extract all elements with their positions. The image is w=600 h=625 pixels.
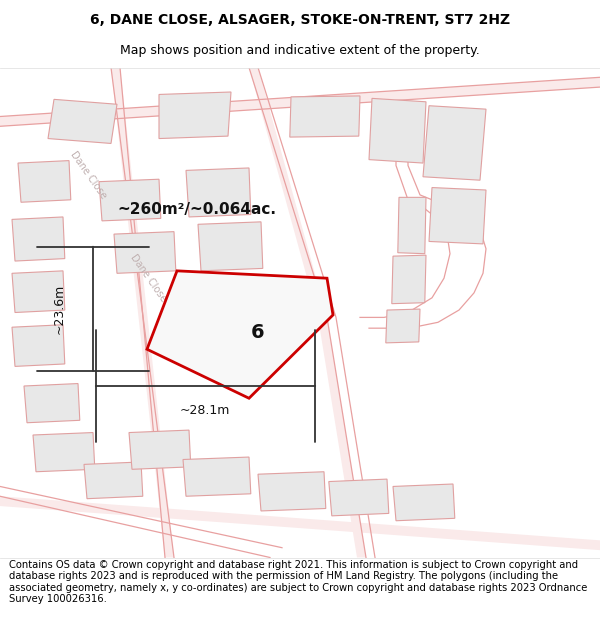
Polygon shape — [183, 457, 251, 496]
Polygon shape — [99, 179, 161, 221]
Polygon shape — [258, 472, 326, 511]
Polygon shape — [249, 68, 327, 318]
Polygon shape — [392, 255, 426, 304]
Polygon shape — [33, 432, 95, 472]
Polygon shape — [84, 462, 143, 499]
Polygon shape — [18, 161, 71, 202]
Polygon shape — [198, 222, 263, 271]
Polygon shape — [114, 232, 176, 273]
Polygon shape — [329, 479, 389, 516]
Polygon shape — [0, 78, 600, 126]
Polygon shape — [12, 271, 65, 312]
Polygon shape — [386, 309, 420, 343]
Polygon shape — [159, 92, 231, 139]
Polygon shape — [12, 325, 65, 366]
Polygon shape — [48, 99, 117, 144]
Polygon shape — [429, 188, 486, 244]
Text: 6, DANE CLOSE, ALSAGER, STOKE-ON-TRENT, ST7 2HZ: 6, DANE CLOSE, ALSAGER, STOKE-ON-TRENT, … — [90, 13, 510, 28]
Polygon shape — [423, 106, 486, 180]
Text: ~260m²/~0.064ac.: ~260m²/~0.064ac. — [117, 202, 276, 217]
Text: ~23.6m: ~23.6m — [52, 284, 65, 334]
Polygon shape — [290, 96, 360, 137]
Polygon shape — [398, 198, 426, 254]
Polygon shape — [111, 68, 174, 558]
Text: 6: 6 — [251, 322, 265, 342]
Polygon shape — [186, 168, 251, 217]
Polygon shape — [369, 98, 426, 163]
Text: Map shows position and indicative extent of the property.: Map shows position and indicative extent… — [120, 44, 480, 57]
Text: Dane Close: Dane Close — [69, 150, 109, 201]
Polygon shape — [393, 484, 455, 521]
Text: Contains OS data © Crown copyright and database right 2021. This information is : Contains OS data © Crown copyright and d… — [9, 559, 587, 604]
Polygon shape — [129, 430, 191, 469]
Text: Dane Close: Dane Close — [129, 253, 169, 304]
Polygon shape — [318, 318, 366, 558]
Polygon shape — [24, 384, 80, 423]
Polygon shape — [147, 271, 333, 398]
Text: ~28.1m: ~28.1m — [180, 404, 230, 417]
Polygon shape — [12, 217, 65, 261]
Polygon shape — [0, 496, 600, 550]
